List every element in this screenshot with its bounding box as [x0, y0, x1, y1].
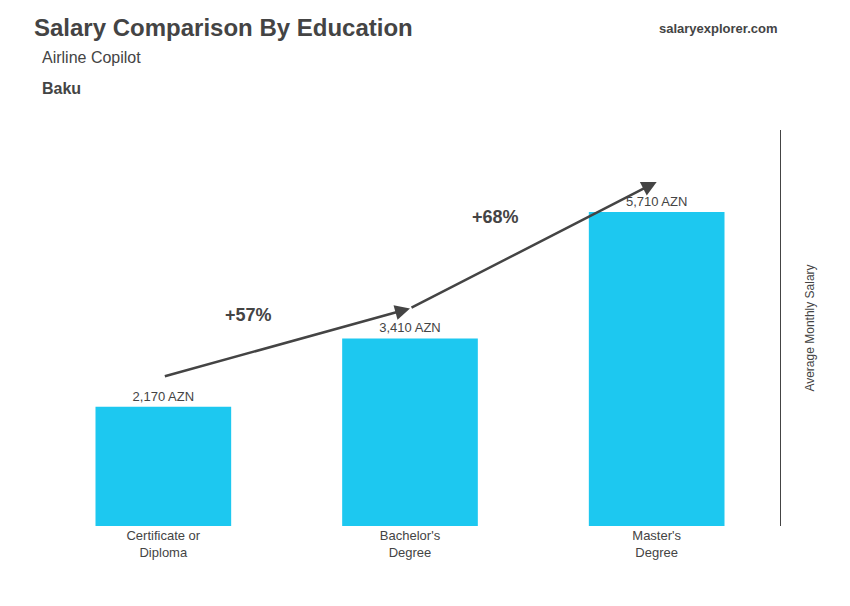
- svg-text:Salary Comparison By Education: Salary Comparison By Education: [34, 14, 413, 41]
- svg-text:Airline Copilot: Airline Copilot: [42, 49, 141, 66]
- svg-text:+57%: +57%: [225, 305, 272, 325]
- svg-text:Average Monthly Salary: Average Monthly Salary: [803, 264, 817, 391]
- svg-text:2,170 AZN: 2,170 AZN: [133, 389, 194, 404]
- svg-text:Certificate orDiploma: Certificate orDiploma: [126, 528, 200, 560]
- svg-text:salaryexplorer.com: salaryexplorer.com: [659, 21, 778, 36]
- svg-text:Master'sDegree: Master'sDegree: [632, 528, 681, 560]
- svg-text:5,710 AZN: 5,710 AZN: [626, 194, 687, 209]
- svg-text:+68%: +68%: [472, 207, 519, 227]
- svg-text:3,410 AZN: 3,410 AZN: [379, 320, 440, 335]
- svg-text:Bachelor'sDegree: Bachelor'sDegree: [380, 528, 441, 560]
- svg-text:Baku: Baku: [42, 80, 81, 97]
